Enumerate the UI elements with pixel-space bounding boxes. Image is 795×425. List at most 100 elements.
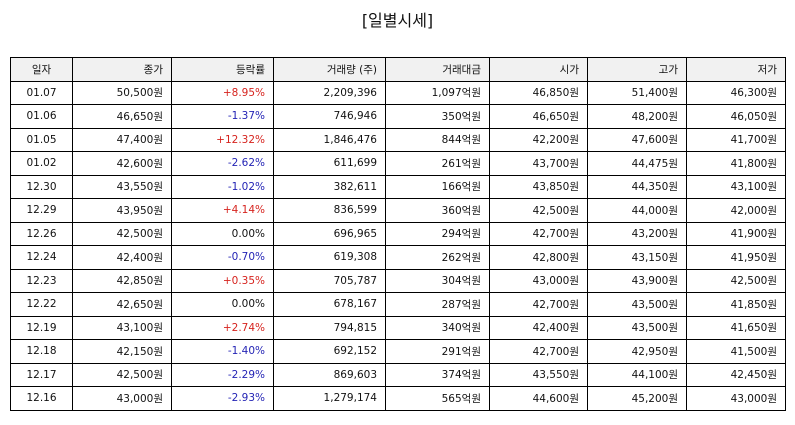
low-price-cell: 42,500원 bbox=[686, 268, 786, 293]
column-header-date: 일자 bbox=[10, 57, 73, 82]
close-price-cell: 50,500원 bbox=[72, 80, 172, 105]
date-cell: 01.05 bbox=[10, 127, 73, 152]
close-price-cell: 42,850원 bbox=[72, 268, 172, 293]
close-price-cell: 42,400원 bbox=[72, 245, 172, 270]
change-rate-cell: +2.74% bbox=[171, 315, 274, 340]
date-cell: 12.26 bbox=[10, 221, 73, 246]
trade-amount-cell: 294억원 bbox=[385, 221, 490, 246]
high-price-cell: 51,400원 bbox=[587, 80, 687, 105]
high-price-cell: 44,350원 bbox=[587, 174, 687, 199]
trade-amount-cell: 844억원 bbox=[385, 127, 490, 152]
close-price-cell: 42,600원 bbox=[72, 151, 172, 176]
column-header-volume: 거래량 (주) bbox=[273, 57, 386, 82]
change-rate-cell: -2.62% bbox=[171, 151, 274, 176]
date-cell: 12.29 bbox=[10, 198, 73, 223]
low-price-cell: 41,800원 bbox=[686, 151, 786, 176]
open-price-cell: 42,200원 bbox=[489, 127, 588, 152]
table-row: 12.19 43,100원 +2.74% 794,815 340억원 42,400원 43,… bbox=[10, 315, 786, 340]
open-price-cell: 43,000원 bbox=[489, 268, 588, 293]
change-rate-cell: -2.93% bbox=[171, 386, 274, 411]
low-price-cell: 43,100원 bbox=[686, 174, 786, 199]
trade-amount-cell: 291억원 bbox=[385, 339, 490, 364]
open-price-cell: 42,400원 bbox=[489, 315, 588, 340]
table-row: 12.23 42,850원 +0.35% 705,787 304억원 43,000원 43,… bbox=[10, 268, 786, 293]
open-price-cell: 46,850원 bbox=[489, 80, 588, 105]
close-price-cell: 42,150원 bbox=[72, 339, 172, 364]
close-price-cell: 42,500원 bbox=[72, 221, 172, 246]
volume-cell: 692,152 bbox=[273, 339, 386, 364]
low-price-cell: 41,700원 bbox=[686, 127, 786, 152]
table-header-row: 일자 종가 등락률 거래량 (주) 거래대금 시가 고가 저가 bbox=[10, 57, 786, 82]
date-cell: 12.18 bbox=[10, 339, 73, 364]
trade-amount-cell: 1,097억원 bbox=[385, 80, 490, 105]
change-rate-cell: +4.14% bbox=[171, 198, 274, 223]
high-price-cell: 47,600원 bbox=[587, 127, 687, 152]
low-price-cell: 42,000원 bbox=[686, 198, 786, 223]
high-price-cell: 43,150원 bbox=[587, 245, 687, 270]
close-price-cell: 42,650원 bbox=[72, 292, 172, 317]
trade-amount-cell: 360억원 bbox=[385, 198, 490, 223]
table-row: 12.22 42,650원 0.00% 678,167 287억원 42,700원 43,5… bbox=[10, 292, 786, 317]
table-row: 01.07 50,500원 +8.95% 2,209,396 1,097억원 46,850… bbox=[10, 80, 786, 105]
close-price-cell: 43,550원 bbox=[72, 174, 172, 199]
date-cell: 12.17 bbox=[10, 362, 73, 387]
high-price-cell: 43,200원 bbox=[587, 221, 687, 246]
high-price-cell: 48,200원 bbox=[587, 104, 687, 129]
date-cell: 12.30 bbox=[10, 174, 73, 199]
column-header-change: 등락률 bbox=[171, 57, 274, 82]
date-cell: 01.07 bbox=[10, 80, 73, 105]
low-price-cell: 46,300원 bbox=[686, 80, 786, 105]
trade-amount-cell: 262억원 bbox=[385, 245, 490, 270]
table-row: 01.05 47,400원 +12.32% 1,846,476 844억원 42,200원… bbox=[10, 127, 786, 152]
date-cell: 12.22 bbox=[10, 292, 73, 317]
open-price-cell: 42,700원 bbox=[489, 339, 588, 364]
trade-amount-cell: 374억원 bbox=[385, 362, 490, 387]
page-title: [일별시세] bbox=[361, 11, 434, 30]
table-row: 12.24 42,400원 -0.70% 619,308 262억원 42,800원 43,… bbox=[10, 245, 786, 270]
volume-cell: 746,946 bbox=[273, 104, 386, 129]
low-price-cell: 41,850원 bbox=[686, 292, 786, 317]
open-price-cell: 42,800원 bbox=[489, 245, 588, 270]
table-row: 12.26 42,500원 0.00% 696,965 294억원 42,700원 43,2… bbox=[10, 221, 786, 246]
open-price-cell: 43,700원 bbox=[489, 151, 588, 176]
low-price-cell: 41,900원 bbox=[686, 221, 786, 246]
daily-price-table: 일자 종가 등락률 거래량 (주) 거래대금 시가 고가 저가 01.07 50,… bbox=[10, 57, 786, 411]
low-price-cell: 41,950원 bbox=[686, 245, 786, 270]
volume-cell: 611,699 bbox=[273, 151, 386, 176]
volume-cell: 836,599 bbox=[273, 198, 386, 223]
open-price-cell: 42,700원 bbox=[489, 221, 588, 246]
high-price-cell: 43,900원 bbox=[587, 268, 687, 293]
close-price-cell: 47,400원 bbox=[72, 127, 172, 152]
high-price-cell: 44,000원 bbox=[587, 198, 687, 223]
high-price-cell: 43,500원 bbox=[587, 292, 687, 317]
change-rate-cell: +0.35% bbox=[171, 268, 274, 293]
change-rate-cell: 0.00% bbox=[171, 292, 274, 317]
date-cell: 12.16 bbox=[10, 386, 73, 411]
open-price-cell: 44,600원 bbox=[489, 386, 588, 411]
trade-amount-cell: 340억원 bbox=[385, 315, 490, 340]
volume-cell: 705,787 bbox=[273, 268, 386, 293]
volume-cell: 2,209,396 bbox=[273, 80, 386, 105]
trade-amount-cell: 166억원 bbox=[385, 174, 490, 199]
close-price-cell: 43,100원 bbox=[72, 315, 172, 340]
close-price-cell: 43,000원 bbox=[72, 386, 172, 411]
high-price-cell: 43,500원 bbox=[587, 315, 687, 340]
date-cell: 01.02 bbox=[10, 151, 73, 176]
change-rate-cell: 0.00% bbox=[171, 221, 274, 246]
open-price-cell: 43,550원 bbox=[489, 362, 588, 387]
open-price-cell: 42,500원 bbox=[489, 198, 588, 223]
table-row: 12.17 42,500원 -2.29% 869,603 374억원 43,550원 44,… bbox=[10, 362, 786, 387]
trade-amount-cell: 261억원 bbox=[385, 151, 490, 176]
column-header-high: 고가 bbox=[587, 57, 687, 82]
date-cell: 12.24 bbox=[10, 245, 73, 270]
open-price-cell: 46,650원 bbox=[489, 104, 588, 129]
close-price-cell: 43,950원 bbox=[72, 198, 172, 223]
volume-cell: 678,167 bbox=[273, 292, 386, 317]
high-price-cell: 44,100원 bbox=[587, 362, 687, 387]
high-price-cell: 44,475원 bbox=[587, 151, 687, 176]
table-row: 12.30 43,550원 -1.02% 382,611 166억원 43,850원 44,… bbox=[10, 174, 786, 199]
trade-amount-cell: 287억원 bbox=[385, 292, 490, 317]
close-price-cell: 46,650원 bbox=[72, 104, 172, 129]
table-row: 01.06 46,650원 -1.37% 746,946 350억원 46,650원 48,… bbox=[10, 104, 786, 129]
volume-cell: 619,308 bbox=[273, 245, 386, 270]
